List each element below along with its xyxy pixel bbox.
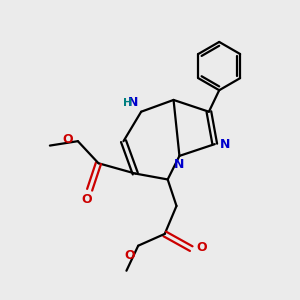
- Text: H: H: [123, 98, 133, 109]
- Text: O: O: [124, 249, 135, 262]
- Text: O: O: [63, 133, 74, 146]
- Text: N: N: [128, 96, 138, 109]
- Text: N: N: [220, 138, 230, 151]
- Text: N: N: [174, 158, 184, 171]
- Text: O: O: [196, 241, 207, 254]
- Text: O: O: [81, 193, 92, 206]
